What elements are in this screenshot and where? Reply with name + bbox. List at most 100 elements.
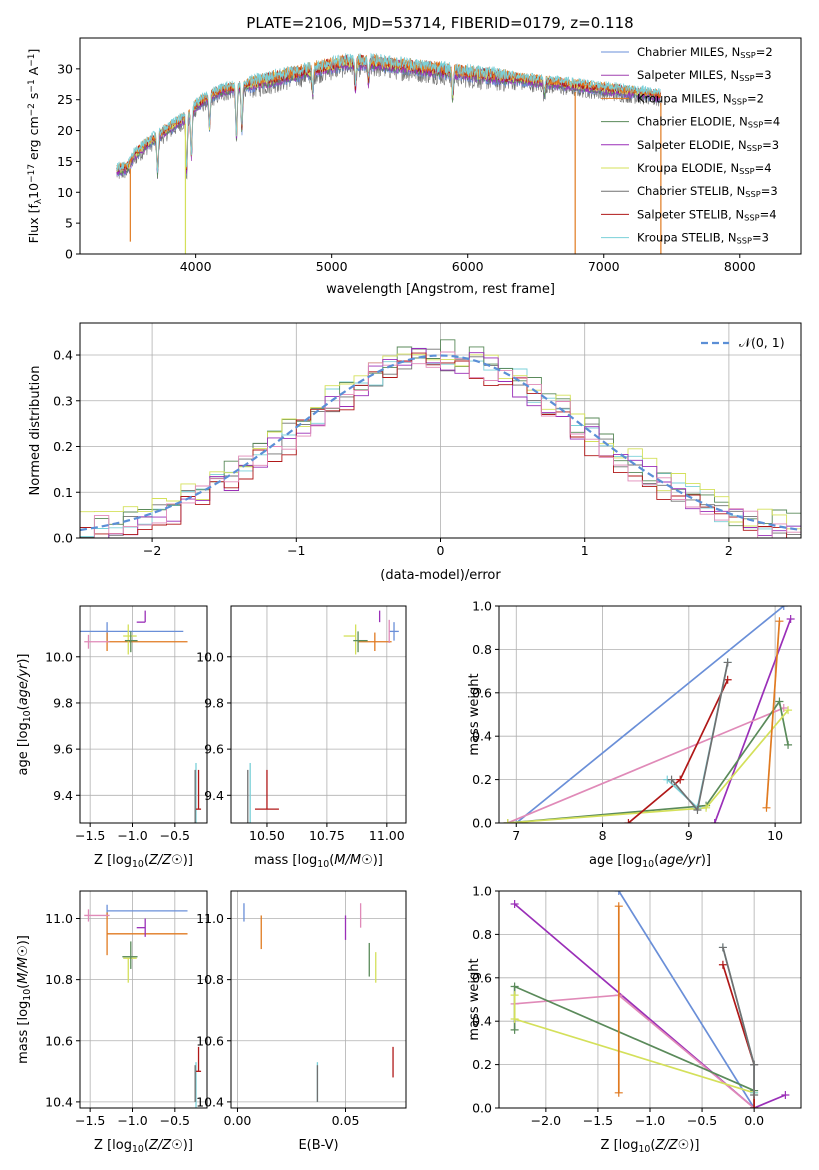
axes: −2 −1 0 1 2 0.0 0.1 0.2 0.3 0.4 bbox=[53, 322, 802, 558]
label-part: erg cm bbox=[26, 116, 41, 164]
y-axis-label: mass weight bbox=[467, 673, 482, 755]
chart-title: PLATE=2106, MJD=53714, FIBERID=0179, z=0… bbox=[246, 14, 633, 32]
label-part: s bbox=[26, 93, 41, 104]
legend-label: Salpeter MILES, NSSP=3 bbox=[637, 68, 772, 83]
label-part: A bbox=[26, 66, 41, 79]
y-tick-label: 0.0 bbox=[472, 816, 492, 831]
y-tick-label: 0.4 bbox=[53, 348, 73, 363]
label-part: mass [log bbox=[16, 1001, 31, 1064]
label-part: )] bbox=[183, 1138, 193, 1153]
y-tick-label: 10.8 bbox=[45, 972, 73, 987]
x-tick-label: 7000 bbox=[588, 259, 620, 274]
x-axis-label: (data-model)/error bbox=[380, 568, 501, 583]
plot-area bbox=[243, 903, 394, 1102]
label-part: Kroupa ELODIE, N bbox=[637, 161, 739, 175]
label-part: Z [log bbox=[94, 853, 132, 868]
y-tick-label: 1.0 bbox=[472, 884, 492, 899]
label-part: 10 bbox=[642, 859, 654, 870]
y-tick-label: 20 bbox=[57, 123, 73, 138]
plus-marker bbox=[614, 1088, 623, 1097]
y-tick-label: 10.6 bbox=[196, 1033, 224, 1048]
spectrum-line bbox=[116, 55, 662, 173]
histogram-step bbox=[80, 339, 801, 538]
mass-weight-line bbox=[765, 621, 781, 808]
y-tick-label: 9.8 bbox=[53, 695, 73, 710]
y-tick-label: 11.0 bbox=[45, 911, 73, 926]
plus-marker bbox=[775, 697, 784, 706]
x-axis-label: Z [log10(Z/Z☉)] bbox=[94, 853, 193, 870]
y-tick-label: 10.6 bbox=[45, 1033, 73, 1048]
y-tick-label: 0.6 bbox=[472, 685, 492, 700]
spectrum-panel: 4000 5000 6000 7000 8000 0 5 10 15 20 25 30 PLATE=21… bbox=[26, 14, 802, 297]
label-part: Salpeter MILES, N bbox=[637, 68, 739, 82]
grid-lines bbox=[231, 891, 406, 1108]
y-tick-label: 10.0 bbox=[45, 649, 73, 664]
x-axis-label: age [log10(age/yr)] bbox=[589, 853, 711, 870]
plus-marker bbox=[510, 1015, 519, 1024]
label-part: Z/Z☉ bbox=[148, 853, 183, 868]
legend-label: Kroupa STELIB, NSSP=3 bbox=[637, 231, 769, 246]
plot-area bbox=[116, 52, 662, 254]
plus-marker bbox=[784, 706, 793, 715]
plus-marker bbox=[702, 803, 711, 812]
plot-area bbox=[80, 339, 801, 538]
y-tick-label: 0.0 bbox=[472, 1101, 492, 1116]
label-part: )] bbox=[16, 935, 31, 945]
y-tick-label: 10.4 bbox=[45, 1094, 73, 1109]
x-tick-label: 9 bbox=[685, 828, 693, 843]
label-part: 10 bbox=[22, 710, 33, 722]
gaussian-curve bbox=[80, 354, 801, 532]
legend-label: Kroupa ELODIE, NSSP=4 bbox=[637, 161, 772, 176]
x-tick-label: 10 bbox=[767, 828, 783, 843]
label-part: 10 bbox=[132, 1144, 144, 1155]
spectrum-line bbox=[116, 53, 662, 171]
x-tick-label: 11.00 bbox=[369, 828, 405, 843]
label-part: )] bbox=[689, 1138, 699, 1153]
label-part: 10 bbox=[22, 989, 33, 1001]
label-part: ] bbox=[26, 49, 41, 54]
plus-marker bbox=[693, 805, 702, 814]
mass-weight-line bbox=[618, 891, 755, 1108]
plot-frame bbox=[79, 605, 208, 824]
residual-histogram-panel: −2 −1 0 1 2 0.0 0.1 0.2 0.3 0.4 (data-model)/error… bbox=[28, 322, 802, 583]
plus-marker bbox=[614, 891, 623, 895]
label-part: age [log bbox=[589, 853, 642, 868]
label-part: M/M☉ bbox=[334, 853, 372, 868]
x-tick-label: 0.00 bbox=[224, 1113, 252, 1128]
label-part: SSP bbox=[740, 50, 755, 60]
plus-marker bbox=[510, 991, 519, 1000]
label-part: SSP bbox=[744, 213, 759, 223]
x-tick-label: −2 bbox=[143, 543, 161, 558]
label-part: age/yr bbox=[16, 662, 31, 705]
plus-marker bbox=[503, 819, 512, 823]
label-part: age [log bbox=[16, 722, 31, 775]
y-axis-label: mass [log10(M/M☉)] bbox=[16, 935, 33, 1064]
label-part: ( bbox=[16, 984, 31, 989]
label-part: 10 bbox=[132, 859, 144, 870]
y-tick-label: 0.4 bbox=[472, 729, 492, 744]
plot-area bbox=[247, 610, 399, 823]
x-axis-label: wavelength [Angstrom, rest frame] bbox=[326, 282, 555, 297]
label-part: =4 bbox=[755, 161, 772, 175]
plot-area bbox=[80, 610, 202, 823]
label-part: SSP bbox=[739, 74, 754, 84]
label-part: age/yr bbox=[659, 853, 702, 868]
legend-label: Kroupa MILES, NSSP=2 bbox=[637, 91, 764, 106]
x-tick-label: −1.0 bbox=[117, 1113, 147, 1128]
axes: 0.00 0.05 10.4 10.6 10.8 11.0 bbox=[196, 890, 407, 1128]
label-part: =3 bbox=[762, 138, 779, 152]
label-part: Z [log bbox=[94, 1138, 132, 1153]
x-tick-label: 10.50 bbox=[249, 828, 285, 843]
label-part: −2 bbox=[27, 103, 37, 116]
y-tick-label: 15 bbox=[57, 154, 73, 169]
y-tick-label: 10.0 bbox=[196, 649, 224, 664]
label-part: λ bbox=[34, 198, 44, 204]
label-part: SSP bbox=[739, 166, 754, 176]
x-tick-label: 0.0 bbox=[744, 1113, 764, 1128]
plot-frame bbox=[230, 605, 407, 824]
y-tick-label: 30 bbox=[57, 61, 73, 76]
mass-vs-ebv-panel: 0.00 0.05 10.4 10.6 10.8 11.0 E(B-V) bbox=[196, 890, 407, 1153]
y-tick-label: 10 bbox=[57, 185, 73, 200]
x-tick-label: −1.5 bbox=[75, 1113, 105, 1128]
